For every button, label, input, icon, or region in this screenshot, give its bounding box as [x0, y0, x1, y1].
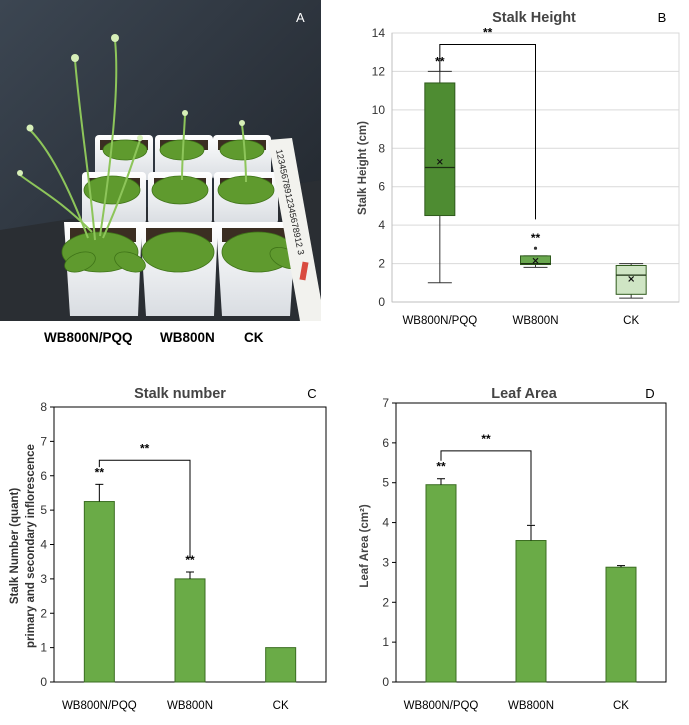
x-tick-label-b: WB800N: [512, 315, 558, 327]
significance-mark: **: [435, 54, 445, 68]
chart-svg-c: 0 1 2 3 4 5 6 7 8 WB800N/PQQ WB800N CK Stalk number C…: [9, 386, 327, 712]
bar-0: [425, 484, 457, 683]
y-tick-label-c: 4: [40, 538, 47, 552]
x-tick-label-d: CK: [613, 700, 629, 712]
photo-label-wb800n: WB800N: [160, 330, 215, 345]
chart-svg-d: 0 1 2 3 4 5 6 7 WB800N/PQQ WB800N CK Leaf Area D Leaf…: [359, 386, 667, 712]
box-2: [615, 264, 647, 295]
bracket-label: **: [140, 441, 150, 455]
chart-title-b: Stalk Height: [492, 10, 576, 26]
y-tick-label-c: 2: [40, 606, 47, 620]
y-tick-label-b: 6: [378, 180, 385, 194]
y-tick-label-d: 0: [382, 675, 389, 689]
y-tick-label-b: 8: [378, 141, 385, 155]
significance-mark: **: [436, 460, 446, 474]
bar-1: [515, 540, 547, 683]
bar-0: [83, 501, 115, 683]
significance-mark: **: [185, 553, 195, 567]
photo-captions: WB800N/PQQ WB800N CK: [0, 330, 330, 354]
mean-marker: [532, 257, 539, 264]
outlier-point: [533, 246, 538, 250]
x-tick-label-b: WB800N/PQQ: [402, 315, 477, 327]
x-tick-label-d: WB800N/PQQ: [404, 700, 479, 712]
box-0: [424, 82, 456, 217]
y-tick-label-c: 0: [40, 675, 47, 689]
x-tick-label-c: WB800N: [167, 700, 213, 712]
bar-2: [605, 566, 637, 683]
y-axis-label-b: Stalk Height (cm): [357, 121, 369, 215]
y-axis-label-d: Leaf Area (cm²): [359, 504, 371, 587]
flower-clusters: [17, 34, 245, 176]
x-tick-label-d: WB800N: [508, 700, 554, 712]
y-tick-label-b: 14: [372, 26, 386, 40]
bracket-label: **: [481, 432, 491, 446]
y-axis-label-c-1: primary and secondary inflorescence: [25, 444, 37, 648]
chart-svg-b: 0 2 4 6 8 10 12 14 WB800N/PQQ WB800N CK Stalk Heigh…: [357, 10, 680, 327]
significance-mark: **: [95, 465, 105, 479]
bracket-label: **: [483, 26, 493, 40]
chart-leaf-area: 0 1 2 3 4 5 6 7 WB800N/PQQ WB800N CK Leaf Area D Leaf…: [344, 370, 689, 720]
plant-photo: 12345678912345678912 3 A: [0, 0, 321, 321]
panel-letter-d: D: [645, 386, 654, 401]
y-tick-label-b: 0: [378, 295, 385, 309]
y-tick-label-b: 2: [378, 257, 385, 271]
y-tick-label-d: 4: [382, 516, 389, 530]
comparison-bracket: [440, 450, 532, 525]
y-tick-label-b: 12: [372, 64, 386, 78]
y-tick-label-b: 10: [372, 103, 386, 117]
chart-title-d: Leaf Area: [491, 386, 557, 402]
chart-stalk-height: 0 2 4 6 8 10 12 14 WB800N/PQQ WB800N CK Stalk Heigh…: [344, 0, 689, 340]
bar-2: [265, 647, 297, 683]
comparison-bracket: [98, 459, 191, 559]
y-tick-label-c: 1: [40, 641, 47, 655]
x-tick-label-b: CK: [623, 315, 639, 327]
y-tick-label-c: 3: [40, 572, 47, 586]
x-tick-label-c: CK: [273, 700, 289, 712]
inflorescence-stalks: [19, 39, 247, 241]
y-tick-label-c: 6: [40, 469, 47, 483]
significance-mark: **: [531, 231, 541, 245]
chart-stalk-number: 0 1 2 3 4 5 6 7 8 WB800N/PQQ WB800N CK Stalk number C…: [0, 370, 344, 720]
comparison-bracket: [439, 44, 536, 220]
rosettes: [61, 139, 301, 273]
panel-letter-b: B: [658, 10, 667, 25]
y-tick-label-d: 1: [382, 635, 389, 649]
x-tick-label-c: WB800N/PQQ: [62, 700, 137, 712]
photo-label-wb800n-pqq: WB800N/PQQ: [44, 330, 133, 345]
chart-title-c: Stalk number: [134, 386, 226, 402]
y-axis-label-c-0: Stalk Number (quant): [9, 488, 21, 604]
panel-letter-a: A: [296, 10, 305, 25]
mean-marker: [436, 158, 443, 165]
panel-letter-c: C: [307, 386, 316, 401]
y-tick-label-d: 3: [382, 555, 389, 569]
y-tick-label-c: 8: [40, 400, 47, 414]
y-tick-label-b: 4: [378, 218, 385, 232]
photo-label-ck: CK: [244, 330, 264, 345]
y-tick-label-c: 5: [40, 503, 47, 517]
y-tick-label-d: 7: [382, 396, 389, 410]
y-tick-label-c: 7: [40, 434, 47, 448]
y-tick-label-d: 5: [382, 476, 389, 490]
y-tick-label-d: 6: [382, 436, 389, 450]
photo-panel: 12345678912345678912 3 A: [0, 0, 321, 321]
bar-1: [174, 578, 206, 683]
mean-marker: [628, 276, 635, 282]
y-tick-label-d: 2: [382, 595, 389, 609]
